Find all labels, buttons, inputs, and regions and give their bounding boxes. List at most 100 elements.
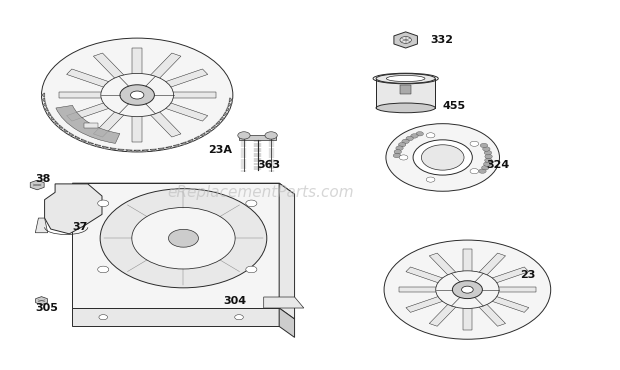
Text: 305: 305 xyxy=(35,303,58,313)
Polygon shape xyxy=(174,144,179,147)
Polygon shape xyxy=(73,183,294,194)
Polygon shape xyxy=(69,133,74,135)
Circle shape xyxy=(479,169,486,173)
Circle shape xyxy=(436,271,499,309)
Polygon shape xyxy=(279,308,294,337)
Polygon shape xyxy=(95,144,101,147)
Circle shape xyxy=(461,286,473,293)
Polygon shape xyxy=(43,103,46,107)
Circle shape xyxy=(246,200,257,207)
Polygon shape xyxy=(134,150,140,152)
Polygon shape xyxy=(399,287,449,292)
Circle shape xyxy=(265,132,277,139)
Polygon shape xyxy=(110,148,117,150)
Polygon shape xyxy=(463,249,472,279)
Circle shape xyxy=(410,134,418,138)
Circle shape xyxy=(130,91,144,99)
Polygon shape xyxy=(485,287,536,292)
Wedge shape xyxy=(56,105,120,144)
Polygon shape xyxy=(59,125,63,128)
Polygon shape xyxy=(48,112,51,116)
Polygon shape xyxy=(94,104,131,137)
Circle shape xyxy=(399,155,408,160)
Polygon shape xyxy=(142,150,148,151)
Polygon shape xyxy=(59,92,116,98)
Circle shape xyxy=(470,141,479,147)
Circle shape xyxy=(169,229,198,247)
Polygon shape xyxy=(81,139,87,141)
Text: 23: 23 xyxy=(520,270,535,280)
Polygon shape xyxy=(406,267,454,287)
Polygon shape xyxy=(376,78,435,108)
Polygon shape xyxy=(481,267,529,287)
Circle shape xyxy=(485,154,492,159)
Circle shape xyxy=(402,139,409,144)
Circle shape xyxy=(393,153,401,158)
FancyBboxPatch shape xyxy=(401,85,411,94)
Text: 332: 332 xyxy=(430,35,453,45)
Polygon shape xyxy=(118,149,124,151)
Circle shape xyxy=(246,266,257,273)
Polygon shape xyxy=(166,146,172,148)
Polygon shape xyxy=(279,183,294,319)
Polygon shape xyxy=(102,146,108,148)
FancyBboxPatch shape xyxy=(84,123,98,128)
Polygon shape xyxy=(153,69,208,91)
Polygon shape xyxy=(216,121,219,124)
Polygon shape xyxy=(206,129,210,132)
Polygon shape xyxy=(132,48,143,83)
Circle shape xyxy=(98,200,108,207)
Circle shape xyxy=(99,314,107,320)
Text: 324: 324 xyxy=(486,160,509,170)
Circle shape xyxy=(483,147,490,151)
Text: eReplacementParts.com: eReplacementParts.com xyxy=(167,185,354,200)
Circle shape xyxy=(386,124,500,191)
Circle shape xyxy=(238,132,250,139)
Circle shape xyxy=(470,169,479,174)
Polygon shape xyxy=(153,98,208,121)
Circle shape xyxy=(422,145,464,170)
Polygon shape xyxy=(35,297,47,305)
Polygon shape xyxy=(158,148,164,150)
Polygon shape xyxy=(66,69,122,91)
Circle shape xyxy=(413,140,472,175)
Text: 23A: 23A xyxy=(208,145,232,155)
FancyBboxPatch shape xyxy=(239,135,276,140)
Polygon shape xyxy=(194,136,199,138)
Polygon shape xyxy=(220,117,223,120)
Circle shape xyxy=(480,143,488,148)
Polygon shape xyxy=(229,98,232,102)
Polygon shape xyxy=(66,98,122,121)
Polygon shape xyxy=(481,293,529,312)
Polygon shape xyxy=(472,298,505,326)
Ellipse shape xyxy=(376,74,435,83)
Polygon shape xyxy=(64,129,68,132)
Polygon shape xyxy=(188,139,193,141)
Polygon shape xyxy=(200,133,205,135)
Polygon shape xyxy=(132,108,143,142)
Polygon shape xyxy=(42,98,45,102)
Circle shape xyxy=(427,133,435,138)
Polygon shape xyxy=(42,93,45,97)
Ellipse shape xyxy=(386,75,425,82)
Polygon shape xyxy=(35,218,48,233)
Circle shape xyxy=(485,158,492,162)
Polygon shape xyxy=(55,121,58,124)
Circle shape xyxy=(394,149,402,154)
Polygon shape xyxy=(75,136,80,138)
Text: 455: 455 xyxy=(443,101,466,111)
Polygon shape xyxy=(463,300,472,330)
Polygon shape xyxy=(226,107,229,111)
Polygon shape xyxy=(406,293,454,312)
Circle shape xyxy=(100,189,267,288)
Circle shape xyxy=(235,314,243,320)
Polygon shape xyxy=(223,112,227,116)
Circle shape xyxy=(98,266,108,273)
Polygon shape xyxy=(45,184,102,234)
Circle shape xyxy=(427,177,435,182)
Circle shape xyxy=(416,132,423,136)
Polygon shape xyxy=(150,149,156,151)
Polygon shape xyxy=(472,253,505,282)
Polygon shape xyxy=(73,183,279,308)
Circle shape xyxy=(132,208,235,269)
